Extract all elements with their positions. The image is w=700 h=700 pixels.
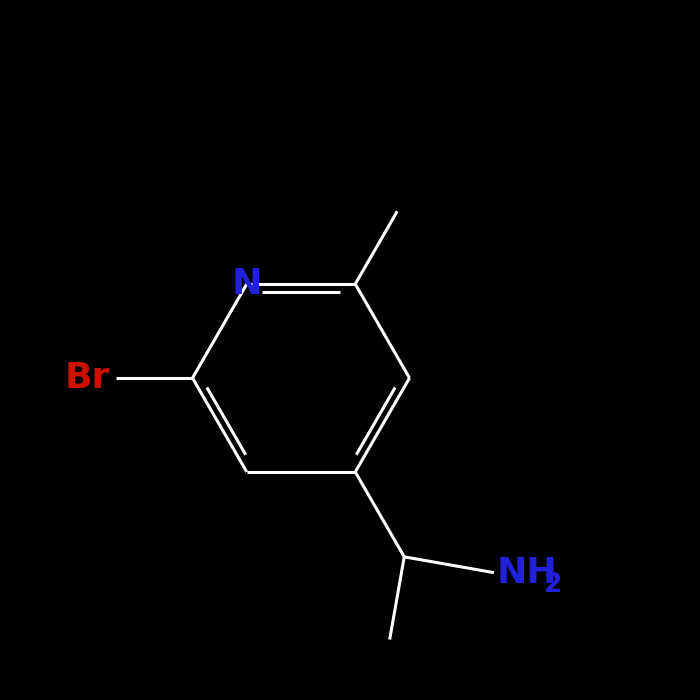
Text: Br: Br	[64, 361, 110, 395]
Text: N: N	[232, 267, 262, 301]
Text: 2: 2	[545, 572, 563, 598]
Text: NH: NH	[497, 556, 557, 589]
